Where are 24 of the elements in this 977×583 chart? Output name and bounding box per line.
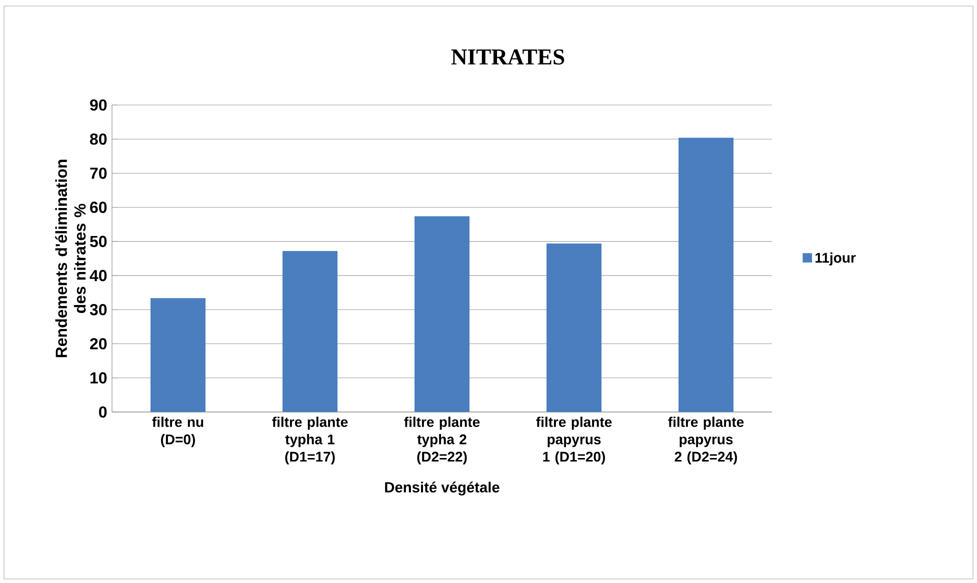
y-tick-label: 50	[90, 236, 107, 248]
bar	[150, 298, 206, 412]
y-tick-label: 60	[90, 202, 107, 213]
x-tick-label: filtre plante papyrus 1 (D1=20)	[536, 416, 612, 464]
x-tick-label: filtre plante papyrus 2 (D2=24)	[668, 416, 744, 464]
y-tick-label: 10	[90, 372, 107, 384]
x-axis-title: Densité végétale	[385, 482, 500, 496]
y-tick-label: 40	[90, 270, 107, 282]
y-tick-label: 90	[90, 99, 107, 111]
bar	[546, 243, 602, 412]
y-tick-label: 0	[99, 406, 107, 418]
y-axis-title: Rendements d'élimination des nitrates %	[55, 160, 86, 358]
y-tick-label: 30	[90, 304, 107, 316]
chart-title: NITRATES	[451, 49, 564, 65]
y-tick-label: 80	[90, 133, 107, 145]
x-tick-label: filtre plante typha 1 (D1=17)	[272, 416, 348, 464]
bar	[414, 216, 470, 412]
bar	[678, 138, 734, 412]
y-tick-label: 20	[90, 338, 107, 350]
x-tick-label: filtre nu (D=0)	[152, 416, 204, 448]
x-tick-label: filtre plante typha 2 (D2=22)	[404, 416, 480, 464]
legend-label: 11jour	[816, 252, 856, 266]
y-tick-label: 70	[90, 168, 107, 179]
bar	[282, 251, 338, 412]
